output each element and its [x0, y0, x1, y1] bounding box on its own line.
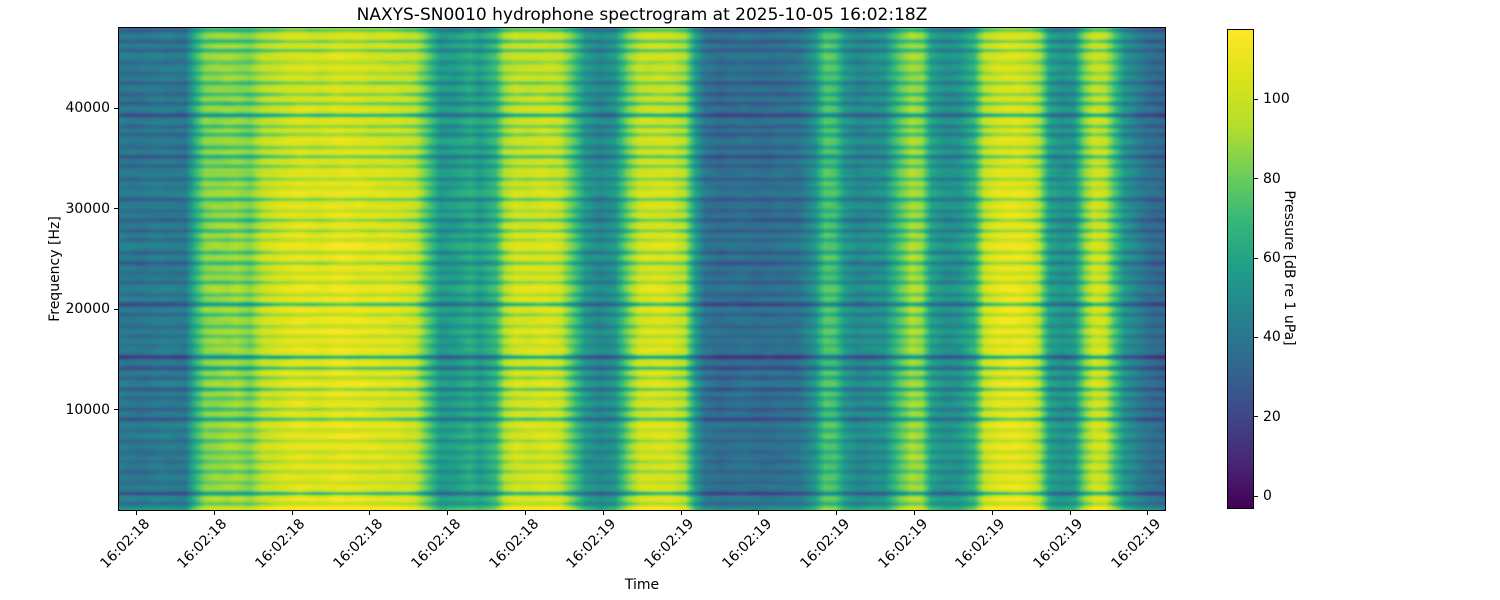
x-tick-mark	[525, 511, 526, 515]
x-tick-label: 16:02:19	[641, 516, 698, 572]
colorbar-tick-label: 40	[1263, 329, 1281, 346]
colorbar-tick-label: 100	[1263, 91, 1290, 108]
y-tick-mark	[114, 308, 118, 310]
x-tick-label: 16:02:19	[563, 516, 620, 572]
colorbar-tick-mark	[1254, 178, 1258, 180]
y-tick-label: 30000	[65, 200, 110, 217]
x-tick-mark	[291, 511, 293, 515]
x-tick-mark	[1069, 511, 1071, 515]
plot-area	[118, 27, 1166, 511]
x-tick-label: 16:02:19	[719, 516, 776, 572]
y-tick-mark	[114, 409, 118, 411]
y-tick-mark	[114, 107, 118, 109]
y-tick-label: 10000	[65, 401, 110, 418]
x-tick-mark	[213, 511, 215, 515]
x-tick-label: 16:02:18	[486, 516, 542, 572]
x-tick-mark	[991, 511, 993, 515]
x-axis-label: Time	[624, 577, 660, 593]
colorbar-tick-mark	[1254, 495, 1258, 497]
colorbar-tick-label: 60	[1263, 250, 1281, 267]
x-tick-mark	[914, 511, 915, 515]
colorbar-label: Pressure [dB re 1 uPa]	[1281, 190, 1297, 346]
x-tick-label: 16:02:19	[797, 516, 854, 572]
x-tick-label: 16:02:19	[952, 516, 1009, 572]
x-tick-mark	[136, 511, 137, 515]
chart-title: NAXYS-SN0010 hydrophone spectrogram at 2…	[356, 5, 928, 25]
x-tick-label: 16:02:18	[97, 516, 153, 572]
colorbar-tick-mark	[1254, 416, 1258, 418]
colorbar	[1227, 29, 1254, 509]
colorbar-tick-label: 20	[1263, 408, 1281, 425]
x-tick-label: 16:02:19	[1108, 516, 1165, 572]
x-tick-mark	[602, 511, 604, 515]
x-tick-label: 16:02:18	[330, 516, 387, 572]
colorbar-gradient	[1228, 30, 1253, 508]
x-tick-mark	[369, 511, 371, 515]
x-tick-label: 16:02:19	[875, 516, 931, 572]
y-tick-label: 20000	[65, 301, 110, 318]
x-tick-label: 16:02:18	[252, 516, 309, 572]
colorbar-tick-mark	[1254, 98, 1258, 100]
x-tick-mark	[758, 511, 760, 515]
colorbar-tick-mark	[1254, 257, 1258, 259]
y-tick-mark	[114, 208, 118, 210]
x-tick-mark	[1147, 511, 1149, 515]
x-tick-label: 16:02:19	[1030, 516, 1087, 572]
colorbar-tick-label: 80	[1263, 170, 1281, 187]
spectrogram-heatmap	[119, 28, 1165, 510]
x-tick-label: 16:02:18	[174, 516, 231, 572]
x-tick-mark	[447, 511, 449, 515]
x-tick-mark	[680, 511, 682, 515]
x-tick-label: 16:02:18	[408, 516, 465, 572]
x-tick-mark	[836, 511, 838, 515]
y-tick-label: 40000	[65, 100, 110, 117]
colorbar-tick-label: 0	[1263, 488, 1272, 505]
colorbar-tick-mark	[1254, 336, 1258, 338]
